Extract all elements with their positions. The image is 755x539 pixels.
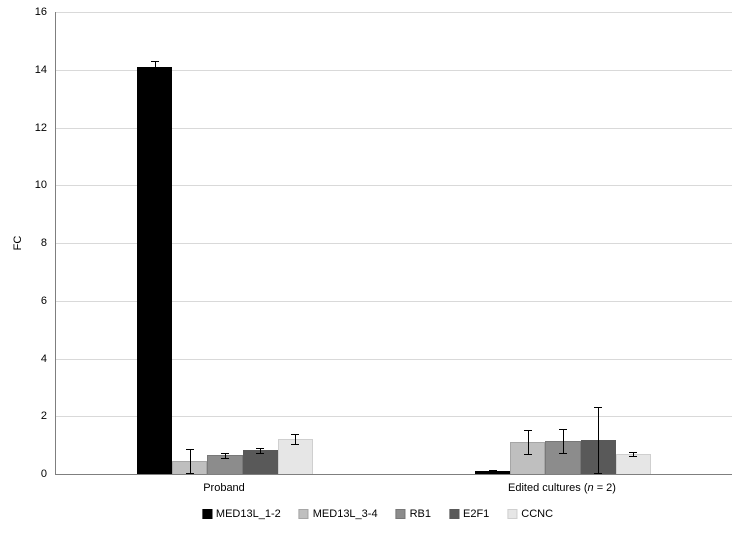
bar-proband-MED13L_1-2 — [137, 67, 172, 474]
y-axis-label: FC — [12, 236, 24, 251]
bar-edited-CCNC — [616, 454, 651, 474]
legend-item-MED13L_1-2: MED13L_1-2 — [202, 508, 281, 520]
plot-area — [55, 12, 732, 475]
gridline — [56, 12, 732, 13]
x-group-label-proband: Proband — [203, 482, 245, 494]
y-tick-label: 8 — [25, 237, 47, 249]
y-tick-label: 2 — [25, 410, 47, 422]
legend-label: CCNC — [521, 508, 553, 520]
y-tick-label: 4 — [25, 353, 47, 365]
legend: MED13L_1-2 MED13L_3-4 RB1 E2F1 CCNC — [202, 508, 553, 520]
legend-label: MED13L_1-2 — [216, 508, 281, 520]
legend-swatch — [507, 509, 517, 519]
legend-item-RB1: RB1 — [396, 508, 431, 520]
legend-item-E2F1: E2F1 — [449, 508, 489, 520]
y-tick-label: 14 — [25, 64, 47, 76]
y-tick-label: 6 — [25, 295, 47, 307]
legend-item-CCNC: CCNC — [507, 508, 553, 520]
legend-swatch — [299, 509, 309, 519]
legend-swatch — [449, 509, 459, 519]
legend-label: E2F1 — [463, 508, 489, 520]
legend-label: MED13L_3-4 — [313, 508, 378, 520]
y-tick-label: 12 — [25, 122, 47, 134]
y-tick-label: 0 — [25, 468, 47, 480]
x-group-label-edited: Edited cultures (n = 2) — [508, 482, 616, 494]
fc-bar-chart: FC MED13L_1-2 MED13L_3-4 RB1 E2F1 CCNC 0 2 4 6 8… — [0, 0, 755, 539]
y-tick-label: 10 — [25, 179, 47, 191]
y-tick-label: 16 — [25, 6, 47, 18]
legend-swatch — [396, 509, 406, 519]
legend-label: RB1 — [410, 508, 431, 520]
legend-swatch — [202, 509, 212, 519]
legend-item-MED13L_3-4: MED13L_3-4 — [299, 508, 378, 520]
